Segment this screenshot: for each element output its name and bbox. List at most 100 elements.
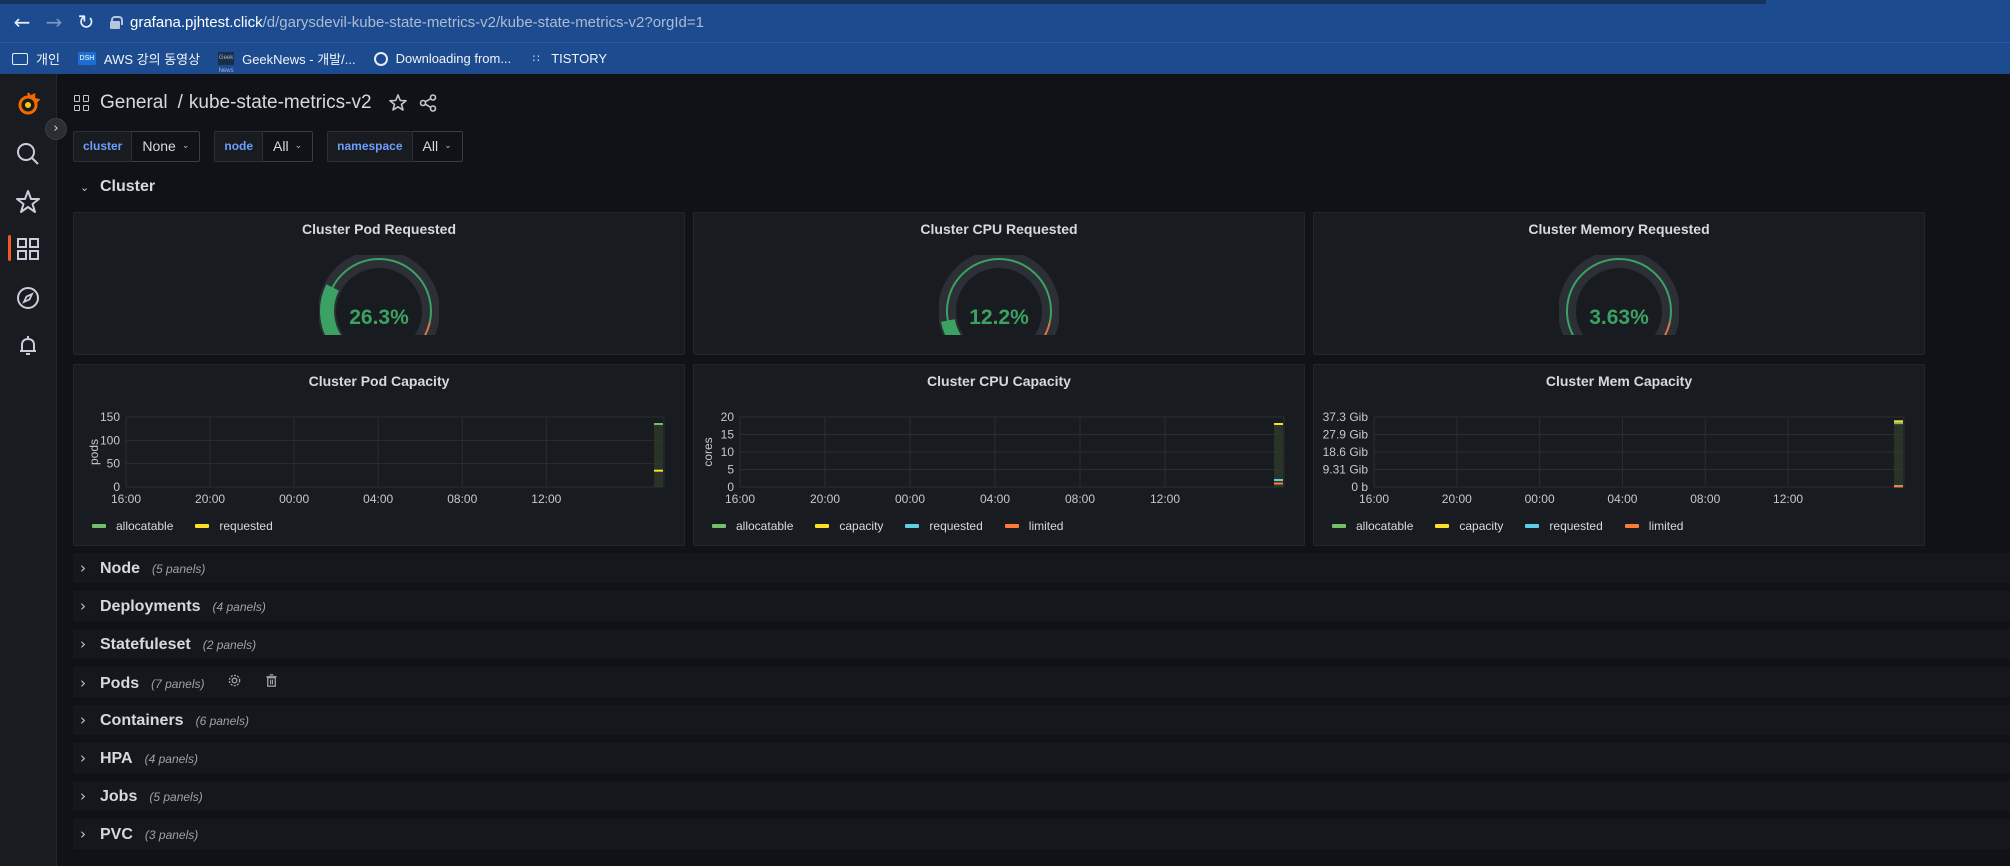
x-tick-label: 04:00: [980, 492, 1010, 506]
star-icon[interactable]: [388, 93, 408, 113]
legend-swatch: [195, 524, 210, 528]
row-panel-count: (4 panels): [144, 752, 198, 766]
row-containers[interactable]: › Containers (6 panels): [80, 711, 249, 730]
legend-item[interactable]: requested: [905, 519, 983, 533]
row-band: [73, 591, 2010, 621]
graph-plot: 0 50 100 150 16:00 20:00 00:00 04:00 08:00 12:00 p…: [87, 410, 665, 506]
breadcrumb-folder[interactable]: General: [100, 92, 168, 113]
gauge-panel[interactable]: Cluster Pod Requested 26.3%: [73, 212, 685, 355]
share-icon[interactable]: [418, 93, 438, 113]
legend-item[interactable]: allocatable: [92, 519, 173, 533]
legend-label: limited: [1648, 519, 1684, 533]
gauge-threshold-red: [1663, 322, 1671, 335]
search-icon[interactable]: [14, 140, 42, 168]
x-tick-label: 16:00: [725, 492, 755, 506]
y-tick-label: 0 b: [1351, 480, 1368, 494]
row-tools: [227, 673, 279, 693]
legend-swatch: [1004, 524, 1019, 528]
row-band: [73, 781, 2010, 811]
globe-icon: [373, 51, 388, 66]
variable-label: node: [214, 131, 264, 162]
panel-title: Cluster CPU Requested: [920, 221, 1078, 237]
address-bar[interactable]: grafana.pjhtest.click/d/garysdevil-kube-…: [110, 8, 704, 36]
legend-item[interactable]: allocatable: [712, 519, 793, 533]
graph-panel[interactable]: Cluster Mem Capacity 0 b 9.31 Gib 18.6 Gib…: [1313, 364, 1925, 546]
row-panel-count: (4 panels): [212, 600, 266, 614]
row-pods[interactable]: › Pods (7 panels): [80, 673, 279, 693]
back-arrow-icon[interactable]: ←: [13, 10, 31, 34]
explore-compass-icon[interactable]: [14, 284, 42, 312]
nav-sidebar: ›: [0, 74, 67, 866]
bookmark-item[interactable]: ∷ TISTORY: [529, 51, 607, 66]
row-pvc[interactable]: › PVC (3 panels): [80, 825, 198, 844]
bookmark-item[interactable]: 개인: [12, 49, 60, 68]
legend-item[interactable]: allocatable: [1332, 519, 1413, 533]
y-tick-label: 0: [113, 480, 120, 494]
legend-label: requested: [219, 519, 273, 533]
gear-icon[interactable]: [227, 673, 242, 693]
row-jobs[interactable]: › Jobs (5 panels): [80, 787, 203, 806]
bookmark-item[interactable]: Geek News GeekNews - 개발/...: [218, 49, 356, 74]
page-title[interactable]: kube-state-metrics-v2: [188, 92, 372, 113]
reload-icon[interactable]: ↻: [77, 10, 95, 34]
row-hpa[interactable]: › HPA (4 panels): [80, 749, 198, 768]
browser-toolbar: ← → ↻ grafana.pjhtest.click/d/garysdevil…: [0, 0, 2010, 42]
variable-select[interactable]: None ⌄: [132, 131, 201, 162]
row-panel-count: (5 panels): [149, 790, 203, 804]
tab-strip: [0, 0, 1766, 4]
x-tick-label: 00:00: [895, 492, 925, 506]
row-statefuleset[interactable]: › Statefuleset (2 panels): [80, 635, 256, 654]
x-tick-label: 20:00: [195, 492, 225, 506]
expand-sidebar-button[interactable]: ›: [45, 118, 67, 140]
y-tick-label: 5: [727, 463, 734, 477]
legend-swatch: [815, 524, 830, 528]
row-deployments[interactable]: › Deployments (4 panels): [80, 597, 266, 616]
graph-panel[interactable]: Cluster Pod Capacity 0 50 100 150 16:00 20:00…: [73, 364, 685, 546]
row-cluster[interactable]: ⌄ Cluster: [80, 178, 155, 196]
alerting-bell-icon[interactable]: [14, 332, 42, 360]
dashboards-icon[interactable]: [14, 235, 42, 263]
legend-item[interactable]: capacity: [1435, 519, 1503, 533]
bookmark-item[interactable]: Downloading from...: [373, 51, 511, 66]
breadcrumb: General / kube-state-metrics-v2: [74, 90, 438, 116]
bookmark-item[interactable]: DSH AWS 강의 동영상: [77, 49, 201, 68]
row-title: Cluster: [100, 178, 156, 195]
x-tick-label: 08:00: [1690, 492, 1720, 506]
variable-label: namespace: [327, 131, 413, 162]
legend-label: allocatable: [1356, 519, 1414, 533]
chevron-down-icon: ⌄: [181, 141, 190, 151]
row-node[interactable]: › Node (5 panels): [80, 559, 205, 578]
forward-arrow-icon[interactable]: →: [45, 10, 63, 34]
bookmark-label: AWS 강의 동영상: [103, 52, 201, 67]
legend-item[interactable]: capacity: [815, 519, 883, 533]
tistory-icon: ∷: [532, 51, 540, 65]
legend-item[interactable]: limited: [1004, 519, 1063, 533]
legend-item[interactable]: limited: [1624, 519, 1684, 533]
x-tick-label: 00:00: [279, 492, 309, 506]
y-axis-label: pods: [87, 439, 101, 465]
star-icon[interactable]: [14, 188, 42, 216]
gauge-panel[interactable]: Cluster Memory Requested 3.63%: [1313, 212, 1925, 355]
panel-title: Cluster Pod Capacity: [308, 373, 450, 389]
graph-panel[interactable]: Cluster CPU Capacity 0 5 10 15 20 16:00 20:00 0…: [693, 364, 1305, 546]
row-panel-count: (5 panels): [152, 562, 206, 576]
gauge-value: 12.2%: [969, 306, 1029, 329]
legend-label: allocatable: [116, 519, 174, 533]
y-tick-label: 9.31 Gib: [1323, 463, 1369, 477]
row-band: [73, 667, 2010, 697]
legend-item[interactable]: requested: [195, 519, 273, 533]
row-band: [73, 705, 2010, 735]
gauge-panel[interactable]: Cluster CPU Requested 12.2%: [693, 212, 1305, 355]
panel-title: Cluster Pod Requested: [301, 221, 457, 237]
trash-icon[interactable]: [264, 673, 279, 693]
variable-select[interactable]: All ⌄: [412, 131, 463, 162]
legend-item[interactable]: requested: [1525, 519, 1603, 533]
y-tick-label: 20: [721, 410, 735, 424]
variable-select[interactable]: All ⌄: [263, 131, 314, 162]
chevron-down-icon: ⌄: [80, 181, 90, 194]
y-axis-label: cores: [701, 437, 715, 466]
graph-legend: allocatable capacity requested limited: [1332, 519, 1683, 533]
gauge-value: 3.63%: [1589, 306, 1649, 329]
grafana-logo-icon[interactable]: [14, 90, 42, 118]
gauge-value-arc: [320, 284, 342, 335]
